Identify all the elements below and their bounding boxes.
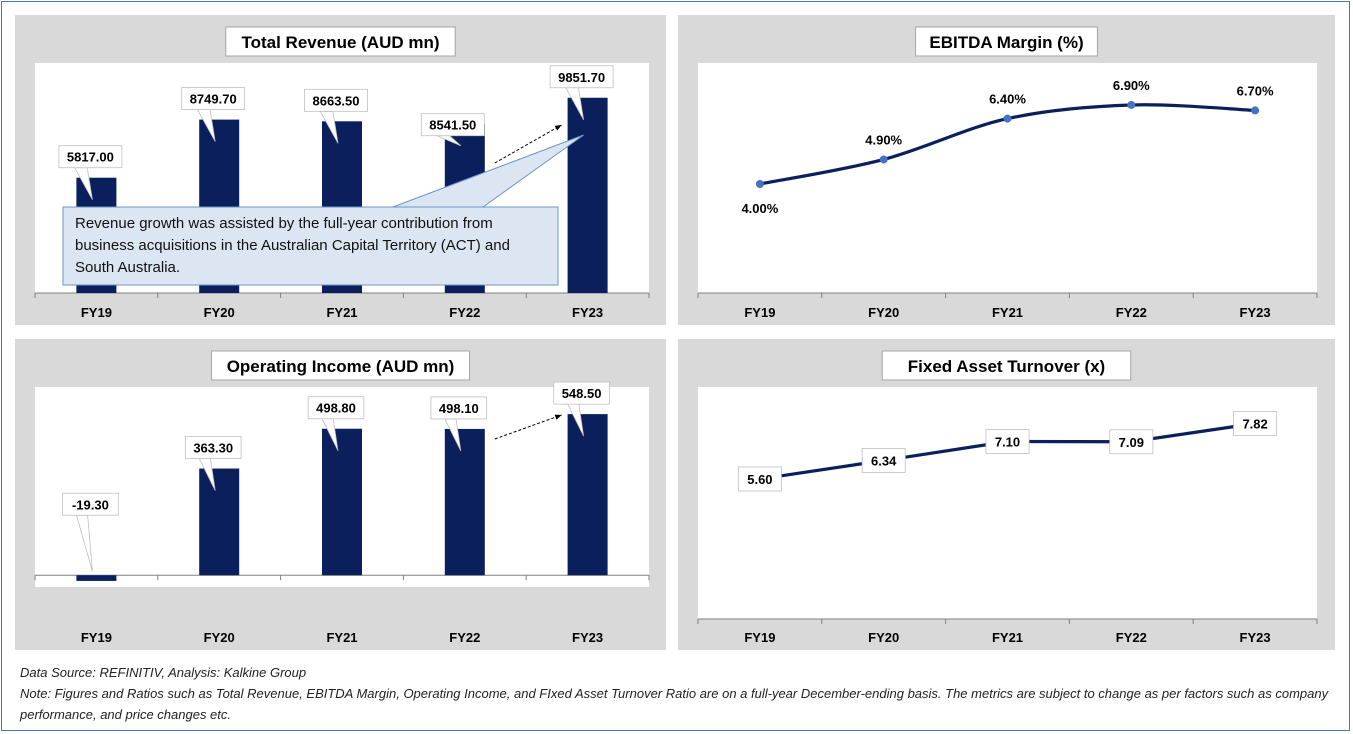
chart-title: Fixed Asset Turnover (x): [908, 357, 1105, 376]
trend-arrow: [494, 414, 562, 440]
x-tick-label: FY22: [449, 305, 480, 320]
data-label-box: [181, 87, 246, 110]
bar: [567, 414, 608, 576]
chart-title: Total Revenue (AUD mn): [241, 33, 439, 52]
data-label: 9851.70: [558, 70, 605, 85]
operating-income-panel: Operating Income (AUD mn) FY19 FY20 FY21 FY2…: [15, 339, 666, 650]
x-tick-label: FY20: [868, 630, 899, 645]
data-label-box: [1109, 429, 1154, 455]
data-label-box: [62, 492, 119, 516]
bar: [76, 575, 117, 581]
data-label-box: [307, 396, 365, 420]
total-revenue-panel: Total Revenue (AUD mn) FY19 FY20 FY21 FY22 FY…: [15, 15, 666, 325]
data-label: 498.10: [439, 401, 479, 416]
methodology-note: Note: Figures and Ratios such as Total R…: [20, 686, 1329, 722]
x-tick-label: FY19: [81, 630, 112, 645]
fixed-asset-turnover-panel: Fixed Asset Turnover (x) FY19 FY20 FY21 FY22…: [678, 339, 1335, 650]
data-label: 6.34: [871, 454, 897, 469]
bar: [567, 97, 608, 293]
data-label: 498.80: [316, 401, 356, 416]
title-box: [211, 350, 470, 381]
data-label-box: [1233, 411, 1278, 436]
trend-arrowhead: [554, 414, 562, 420]
data-point: [1251, 106, 1260, 115]
x-tick-label: FY22: [1116, 630, 1147, 645]
data-label: 7.10: [995, 435, 1020, 450]
bar: [322, 428, 362, 576]
x-tick-label: FY23: [572, 305, 603, 320]
data-point: [1003, 114, 1012, 123]
title-box: [881, 350, 1132, 381]
x-tick-label: FY21: [326, 630, 357, 645]
data-label: 7.09: [1119, 435, 1144, 450]
annotation-box: [62, 206, 559, 286]
data-label: 6.40%: [989, 92, 1026, 107]
x-tick-label: FY21: [992, 630, 1023, 645]
data-source-note: Data Source: REFINITIV, Analysis: Kalkin…: [20, 665, 307, 680]
chart-footer: Data Source: REFINITIV, Analysis: Kalkin…: [20, 662, 1340, 725]
data-label: 4.00%: [741, 201, 778, 216]
x-tick-label: FY20: [868, 305, 899, 320]
x-tick-label: FY23: [1240, 630, 1271, 645]
data-label-box: [549, 65, 614, 89]
trend-arrow: [494, 124, 562, 164]
data-label: 7.82: [1242, 417, 1267, 432]
data-label: 548.50: [562, 386, 602, 401]
data-label-box: [553, 381, 610, 405]
trend-arrowhead: [554, 125, 562, 131]
data-label: 8663.50: [313, 93, 360, 108]
bar: [199, 468, 240, 576]
data-label: 8749.70: [190, 92, 237, 107]
plot-area: [698, 387, 1317, 619]
chart-title: Operating Income (AUD mn): [227, 357, 455, 376]
data-label-box: [420, 113, 485, 137]
x-tick-label: FY21: [992, 305, 1023, 320]
x-tick-label: FY20: [204, 630, 235, 645]
x-tick-label: FY19: [744, 305, 775, 320]
data-label-box: [985, 429, 1030, 454]
chart-svg: Fixed Asset Turnover (x) FY19 FY20 FY21 FY22…: [697, 350, 1318, 645]
x-tick-label: FY20: [204, 305, 235, 320]
data-label: 5.60: [747, 472, 772, 487]
data-label-box: [430, 396, 488, 420]
ebitda-margin-panel: EBITDA Margin (%) FY19 FY20 FY21 FY22 FY23 4.0…: [678, 15, 1335, 325]
x-tick-label: FY19: [744, 630, 775, 645]
data-label-box: [737, 466, 782, 492]
x-tick-label: FY22: [449, 630, 480, 645]
data-point: [879, 155, 888, 164]
data-label: 6.70%: [1237, 83, 1274, 98]
data-point: [755, 180, 764, 188]
chart-svg: Operating Income (AUD mn) FY19 FY20 FY21 FY2…: [34, 350, 650, 645]
x-tick-label: FY21: [326, 305, 357, 320]
x-tick-label: FY23: [572, 630, 603, 645]
data-point: [1127, 100, 1136, 109]
title-box: [225, 26, 456, 57]
data-label-box: [861, 448, 906, 473]
x-tick-label: FY23: [1240, 305, 1271, 320]
x-tick-label: FY19: [81, 305, 112, 320]
data-label: 5817.00: [67, 150, 114, 165]
data-label-box: [58, 145, 123, 169]
data-label-box: [184, 436, 242, 459]
data-label: -19.30: [72, 497, 109, 512]
chart-title: EBITDA Margin (%): [929, 33, 1083, 52]
title-box: [915, 26, 1098, 57]
chart-svg: EBITDA Margin (%) FY19 FY20 FY21 FY22 FY23 4.0…: [697, 26, 1318, 320]
chart-svg: Total Revenue (AUD mn) FY19 FY20 FY21 FY22 FY…: [34, 26, 650, 320]
x-tick-label: FY22: [1116, 305, 1147, 320]
annotation-text: Revenue growth was assisted by the full-…: [75, 215, 510, 276]
data-label: 6.90%: [1113, 78, 1150, 93]
data-label: 4.90%: [865, 132, 902, 147]
data-label: 363.30: [193, 441, 233, 456]
bar: [444, 428, 485, 576]
data-label: 8541.50: [429, 118, 476, 133]
data-label-box: [304, 88, 368, 112]
